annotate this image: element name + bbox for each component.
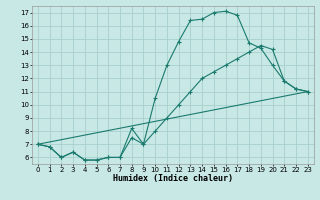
X-axis label: Humidex (Indice chaleur): Humidex (Indice chaleur) [113,174,233,183]
